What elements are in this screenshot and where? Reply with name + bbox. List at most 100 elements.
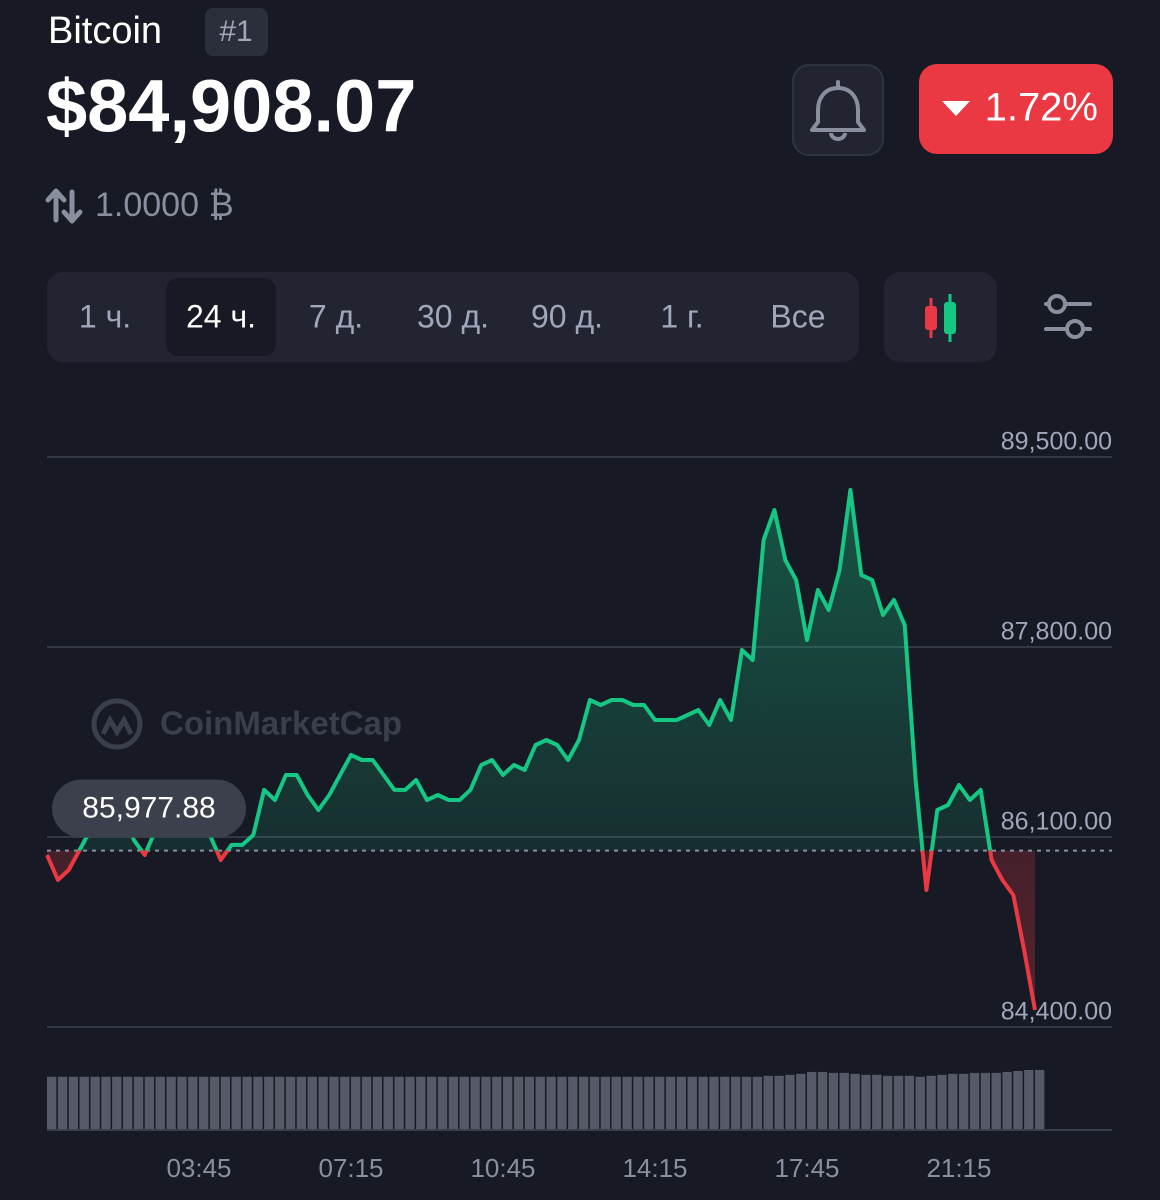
volume-bar — [763, 1075, 773, 1130]
volume-bar — [557, 1076, 567, 1130]
volume-bar — [991, 1072, 1001, 1130]
volume-bar — [948, 1073, 958, 1130]
period-tab[interactable]: Все — [770, 298, 825, 334]
volume-bar — [329, 1076, 339, 1130]
volume-bar — [220, 1076, 231, 1130]
volume-bar — [427, 1076, 437, 1130]
volume-bar — [611, 1076, 621, 1130]
volume-bar — [644, 1076, 654, 1130]
reference-badge — [52, 779, 246, 838]
volume-bar — [275, 1076, 285, 1130]
volume-bar — [1013, 1070, 1023, 1130]
volume-bar — [199, 1076, 209, 1130]
volume-bar — [796, 1073, 806, 1130]
volume-bar — [416, 1076, 426, 1130]
x-tick-label: 03:45 — [166, 1153, 231, 1183]
volume-bar — [785, 1074, 795, 1130]
volume-bar — [394, 1076, 404, 1130]
volume-bar — [437, 1076, 448, 1130]
settings-icon[interactable] — [1044, 294, 1092, 339]
volume-bar — [731, 1076, 741, 1130]
volume-bar — [285, 1076, 296, 1130]
volume-bar — [1035, 1070, 1045, 1130]
amount: 1.0000 ₿ — [95, 186, 234, 224]
volume-bar — [340, 1076, 350, 1130]
volume-bar — [807, 1071, 817, 1130]
volume-bar — [687, 1076, 697, 1130]
volume-bar — [188, 1076, 198, 1130]
volume-bar — [904, 1075, 915, 1130]
volume-bar — [817, 1071, 828, 1130]
volume-bar — [709, 1076, 719, 1130]
volume-bar — [231, 1076, 241, 1130]
volume-bar — [492, 1076, 502, 1130]
volume-bar — [926, 1075, 936, 1130]
rank-badge — [205, 8, 268, 56]
volume-bar — [513, 1076, 524, 1130]
volume-bar — [296, 1076, 307, 1130]
volume-bar — [665, 1076, 676, 1130]
volume-bar — [307, 1076, 317, 1130]
volume-bar — [79, 1076, 89, 1130]
x-tick-label: 14:15 — [622, 1153, 687, 1183]
volume-bar — [155, 1076, 165, 1130]
volume-bar — [839, 1072, 849, 1130]
volume-bar — [589, 1076, 600, 1130]
x-tick-label: 10:45 — [470, 1153, 535, 1183]
volume-bar — [123, 1076, 133, 1130]
volume-bar — [318, 1076, 328, 1130]
volume-bar — [372, 1076, 383, 1130]
volume-bar — [676, 1076, 687, 1130]
volume-bar — [361, 1076, 372, 1130]
period-tab[interactable]: 7 д. — [309, 298, 363, 334]
change-badge — [919, 64, 1113, 154]
volume-bar — [68, 1076, 79, 1130]
period-tab[interactable]: 30 д. — [417, 298, 489, 334]
period-tab[interactable]: 1 г. — [660, 298, 703, 334]
volume-bar — [1024, 1070, 1034, 1130]
alert-button[interactable] — [792, 64, 884, 156]
volume-bar — [915, 1076, 925, 1130]
convert-icon — [45, 188, 83, 224]
volume-bar — [633, 1076, 643, 1130]
period-tab[interactable]: 90 д. — [531, 298, 603, 334]
y-tick-label: 87,800.00 — [1001, 618, 1112, 646]
down-arrow — [942, 101, 970, 116]
volume-bar — [893, 1075, 904, 1130]
volume-bar — [405, 1076, 415, 1130]
watermark-logo — [91, 698, 143, 750]
volume-bar — [209, 1076, 220, 1130]
volume-bar — [937, 1074, 947, 1130]
volume-bar — [90, 1076, 100, 1130]
volume-bar — [579, 1076, 589, 1130]
volume-bar — [741, 1076, 752, 1130]
volume-bar — [698, 1076, 708, 1130]
volume-bar — [655, 1076, 665, 1130]
volume-bar — [600, 1076, 611, 1130]
volume-bar — [166, 1076, 176, 1130]
x-tick-label: 17:45 — [774, 1153, 839, 1183]
candle-button[interactable] — [884, 272, 997, 362]
volume-bar — [524, 1076, 535, 1130]
volume-bar — [850, 1073, 860, 1130]
period-tab[interactable]: 1 ч. — [79, 298, 131, 334]
active-tab — [166, 278, 276, 356]
volume-bar — [861, 1074, 871, 1130]
volume-bar — [459, 1076, 469, 1130]
volume-bar — [448, 1076, 459, 1130]
volume-bar — [969, 1072, 980, 1130]
volume-bar — [351, 1076, 361, 1130]
volume-bar — [1002, 1071, 1012, 1130]
price: $84,908.07 — [46, 65, 416, 148]
volume-bar — [383, 1076, 393, 1130]
price-line-up — [76, 488, 993, 851]
volume-bar — [752, 1076, 763, 1130]
y-tick-label: 89,500.00 — [1001, 428, 1112, 456]
x-tick-label: 21:15 — [926, 1153, 991, 1183]
volume-bar — [47, 1076, 57, 1130]
volume-bar — [546, 1076, 556, 1130]
volume-bar — [720, 1076, 730, 1130]
period-tab[interactable]: 24 ч. — [186, 298, 256, 334]
volume-bar — [481, 1076, 491, 1130]
